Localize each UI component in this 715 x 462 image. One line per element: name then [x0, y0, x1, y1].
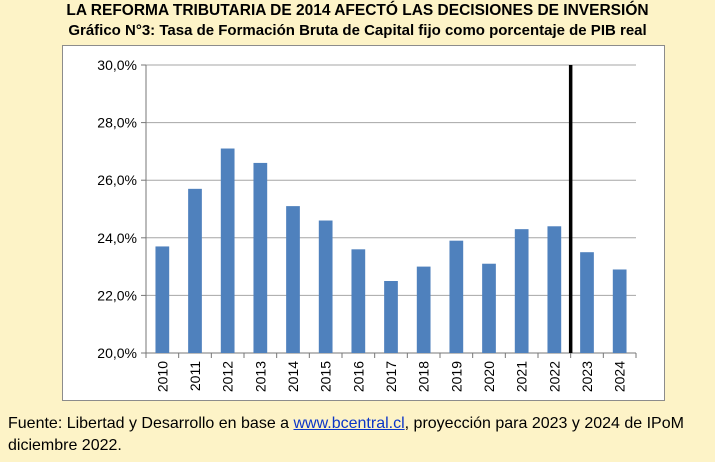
bar-2019: [449, 240, 464, 353]
bar-2015: [318, 220, 333, 353]
bar-2014: [286, 206, 300, 353]
chart-subtitle: Gráfico N°3: Tasa de Formación Bruta de …: [68, 22, 647, 39]
source-suffix: , proyección para 2023 y 2024 de IPoM di…: [8, 415, 684, 454]
x-tick-label: 2015: [318, 361, 334, 392]
bar-2017: [384, 281, 398, 353]
bar-2020: [482, 263, 496, 353]
x-tick-label: 2010: [154, 361, 170, 392]
source-prefix: Fuente: Libertad y Desarrollo en base a: [8, 415, 294, 432]
bar-2018: [416, 266, 431, 353]
y-tick-label: 28,0%: [97, 115, 137, 131]
bar-2012: [220, 148, 235, 353]
x-tick-label: 2018: [416, 361, 432, 392]
y-tick-label: 24,0%: [97, 230, 137, 246]
bar-2023: [580, 252, 594, 353]
source-note: Fuente: Libertad y Desarrollo en base a …: [8, 413, 708, 457]
chart-title: LA REFORMA TRIBUTARIA DE 2014 AFECTÓ LAS…: [66, 2, 649, 19]
x-tick-label: 2021: [514, 361, 530, 392]
bar-2016: [351, 249, 366, 353]
bar-2024: [612, 269, 627, 353]
bar-2013: [253, 162, 268, 353]
y-tick-label: 26,0%: [97, 172, 137, 188]
y-tick-label: 22,0%: [97, 287, 137, 303]
x-tick-label: 2016: [350, 361, 366, 392]
y-tick-label: 30,0%: [97, 57, 137, 73]
x-tick-label: 2011: [187, 361, 203, 391]
source-link[interactable]: www.bcentral.cl: [293, 415, 405, 432]
bar-2021: [514, 229, 529, 353]
x-tick-label: 2014: [285, 361, 301, 392]
x-tick-label: 2024: [612, 361, 628, 392]
bar-2022: [547, 226, 562, 353]
chart-area: 20,0% 22,0% 24,0% 26,0% 28,0% 30,0% 2010 2011 20…: [62, 45, 665, 401]
bar-chart: 20,0% 22,0% 24,0% 26,0% 28,0% 30,0% 2010 2011 20…: [97, 57, 637, 392]
x-tick-label: 2017: [383, 361, 399, 392]
x-tick-label: 2019: [448, 361, 464, 392]
x-tick-label: 2020: [481, 361, 497, 392]
x-tick-label: 2013: [252, 361, 268, 392]
bar-2010: [155, 246, 170, 353]
bar-2011: [188, 188, 202, 353]
x-tick-label: 2012: [220, 361, 236, 392]
x-tick-label: 2022: [546, 361, 562, 392]
x-tick-label: 2023: [579, 361, 595, 392]
y-tick-label: 20,0%: [97, 345, 137, 361]
